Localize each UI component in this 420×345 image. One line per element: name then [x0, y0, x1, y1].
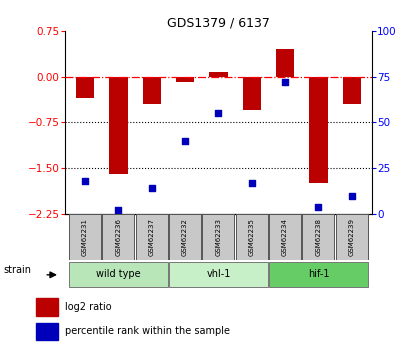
Text: GSM62234: GSM62234	[282, 218, 288, 256]
FancyBboxPatch shape	[202, 214, 234, 260]
Bar	[343, 77, 361, 104]
Point	[148, 186, 155, 191]
Text: hif-1: hif-1	[307, 269, 329, 279]
Bar	[142, 77, 161, 104]
Text: GSM62238: GSM62238	[315, 218, 321, 256]
FancyBboxPatch shape	[102, 214, 134, 260]
Point	[315, 204, 322, 209]
Bar	[243, 77, 261, 110]
Bar	[209, 72, 228, 77]
Point	[348, 193, 355, 198]
Text: GSM62233: GSM62233	[215, 218, 221, 256]
FancyBboxPatch shape	[136, 214, 168, 260]
FancyBboxPatch shape	[69, 262, 168, 287]
Bar	[276, 49, 294, 77]
Text: log2 ratio: log2 ratio	[66, 302, 112, 312]
FancyBboxPatch shape	[302, 214, 334, 260]
Point	[182, 138, 189, 144]
Bar	[76, 77, 94, 98]
Title: GDS1379 / 6137: GDS1379 / 6137	[167, 17, 270, 30]
Bar	[309, 77, 328, 184]
FancyBboxPatch shape	[169, 262, 268, 287]
Bar	[176, 77, 194, 82]
FancyBboxPatch shape	[69, 214, 101, 260]
Text: GSM62236: GSM62236	[116, 218, 121, 256]
Text: GSM62232: GSM62232	[182, 218, 188, 256]
FancyBboxPatch shape	[236, 214, 268, 260]
Bar	[37, 323, 58, 339]
Point	[215, 110, 222, 116]
Text: percentile rank within the sample: percentile rank within the sample	[66, 326, 231, 336]
FancyBboxPatch shape	[169, 214, 201, 260]
FancyBboxPatch shape	[269, 262, 368, 287]
FancyBboxPatch shape	[269, 214, 301, 260]
Text: GSM62237: GSM62237	[149, 218, 155, 256]
Point	[282, 79, 289, 85]
Point	[248, 180, 255, 186]
Text: GSM62235: GSM62235	[249, 218, 255, 256]
Text: wild type: wild type	[96, 269, 141, 279]
FancyBboxPatch shape	[336, 214, 368, 260]
Bar	[37, 298, 58, 316]
Bar	[109, 77, 128, 174]
Point	[115, 207, 122, 213]
Text: vhl-1: vhl-1	[206, 269, 231, 279]
Text: GSM62239: GSM62239	[349, 218, 355, 256]
Point	[82, 178, 89, 184]
Text: strain: strain	[3, 265, 31, 275]
Text: GSM62231: GSM62231	[82, 218, 88, 256]
